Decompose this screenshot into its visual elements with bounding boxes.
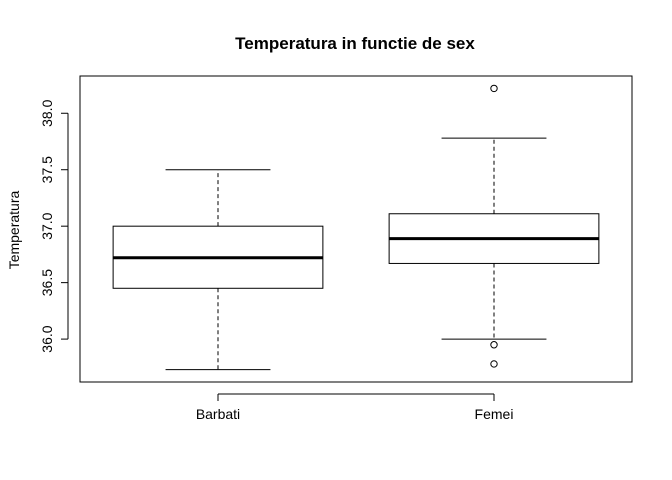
outlier-point [490, 84, 498, 93]
y-tick-label: 37.0 [39, 212, 55, 239]
y-tick-label: 36.5 [39, 269, 55, 296]
x-axis: Barbati Femei [196, 393, 514, 422]
plot-frame [79, 75, 633, 383]
outlier-point [490, 360, 498, 368]
x-tick-label: Femei [475, 406, 514, 422]
y-axis-label: Temperatura [6, 190, 22, 269]
outlier-point [490, 341, 498, 349]
y-tick-label: 37.5 [39, 156, 55, 183]
y-axis: 36.0 36.5 37.0 37.5 38.0 [39, 99, 69, 353]
x-tick-label: Barbati [196, 406, 240, 422]
chart-title: Temperatura in functie de sex [235, 34, 475, 53]
y-tick-label: 38.0 [39, 99, 55, 126]
boxes-group [112, 84, 600, 371]
box-barbati [112, 169, 324, 371]
y-tick-label: 36.0 [39, 325, 55, 352]
box-femei [388, 84, 600, 368]
